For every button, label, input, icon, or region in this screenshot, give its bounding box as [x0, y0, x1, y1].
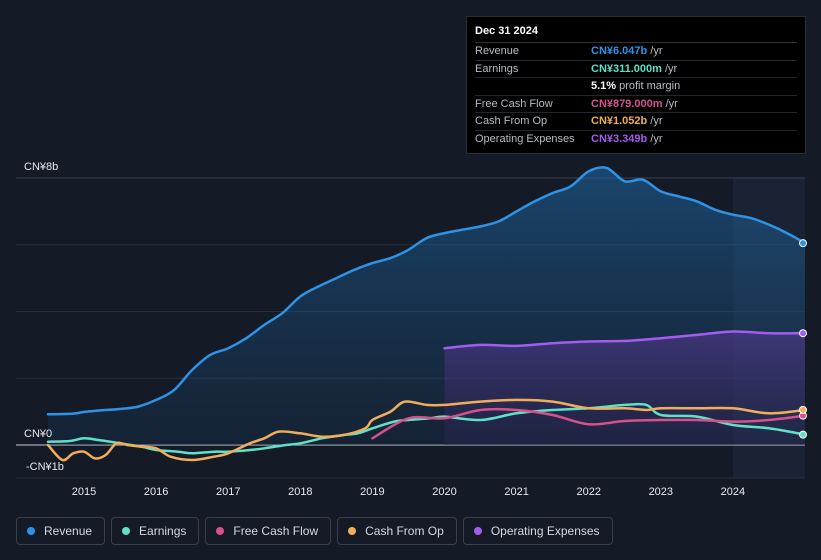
legend-dot-icon [216, 527, 225, 535]
chart-legend: Revenue Earnings Free Cash Flow Cash From O… [16, 517, 613, 545]
endpoint-operating-expenses [799, 329, 807, 338]
tooltip-date: Dec 31 2024 [475, 25, 797, 43]
legend-label: Operating Expenses [490, 524, 600, 538]
tooltip-label: Earnings [475, 62, 519, 75]
tooltip-unit: /yr [650, 115, 663, 128]
tooltip-label: Operating Expenses [475, 132, 575, 145]
tooltip-value: CN¥879.000m [591, 97, 663, 110]
legend-label: Free Cash Flow [233, 524, 319, 538]
legend-label: Cash From Op [365, 524, 444, 538]
legend-dot-icon [348, 527, 357, 535]
y-tick-label: -CN¥1b [26, 461, 64, 473]
endpoint-earnings [799, 430, 807, 439]
tooltip-row: Cash From Op CN¥1.052b/yr [475, 113, 797, 131]
legend-item-revenue[interactable]: Revenue [16, 517, 106, 545]
y-tick-label: CN¥0 [24, 428, 52, 440]
x-tick-label: 2016 [144, 486, 168, 498]
tooltip-row: 5.1% profit margin [475, 78, 797, 96]
legend-dot-icon [473, 527, 482, 535]
tooltip-unit: /yr [650, 45, 663, 58]
legend-item-operating-expenses[interactable]: Operating Expenses [462, 517, 613, 545]
legend-label: Earnings [139, 524, 187, 538]
line-operating-expenses [443, 330, 807, 350]
legend-dot-icon [122, 527, 131, 535]
tooltip-label: Free Cash Flow [475, 97, 553, 110]
legend-item-cash-from-op[interactable]: Cash From Op [337, 517, 457, 545]
tooltip-row: Free Cash Flow CN¥879.000m/yr [475, 96, 797, 113]
endpoint-revenue [799, 239, 807, 248]
x-tick-label: 2022 [576, 486, 600, 498]
tooltip-label: Cash From Op [475, 115, 548, 128]
tooltip-value: CN¥1.052b [591, 115, 648, 128]
legend-item-earnings[interactable]: Earnings [111, 517, 200, 545]
x-tick-label: 2021 [504, 486, 528, 498]
tooltip-unit: /yr [664, 62, 678, 75]
tooltip-value: CN¥3.349b [591, 132, 648, 145]
tooltip-row: Earnings CN¥311.000m/yr [475, 61, 797, 78]
tooltip-row: Operating Expenses CN¥3.349b/yr [475, 131, 797, 148]
endpoint-cash-from-op [799, 405, 807, 414]
tooltip-value: 5.1% [591, 80, 617, 93]
line-revenue [46, 166, 807, 416]
x-tick-label: 2017 [216, 486, 240, 498]
tooltip-label: Revenue [475, 45, 520, 58]
tooltip-unit: /yr [665, 97, 678, 110]
tooltip-unit: profit margin [619, 80, 681, 93]
line-cash-from-op [46, 398, 807, 462]
tooltip-value: CN¥311.000m [591, 62, 662, 75]
x-tick-label: 2020 [432, 486, 456, 498]
legend-label: Revenue [44, 524, 93, 538]
legend-item-free-cash-flow[interactable]: Free Cash Flow [205, 517, 332, 545]
tooltip-value: CN¥6.047b [591, 45, 648, 58]
x-tick-label: 2019 [360, 486, 384, 498]
tooltip-row: Revenue CN¥6.047b/yr [475, 43, 797, 61]
line-free-cash-flow [371, 407, 807, 440]
legend-dot-icon [27, 527, 35, 535]
tooltip-unit: /yr [650, 132, 663, 145]
x-tick-label: 2015 [72, 486, 96, 498]
area-operating-expenses [444, 331, 805, 445]
x-tick-label: 2023 [649, 486, 673, 498]
data-tooltip: Dec 31 2024 Revenue CN¥6.047b/yr Earnings C… [466, 16, 806, 154]
x-tick-label: 2018 [288, 486, 312, 498]
y-tick-label: CN¥8b [24, 161, 58, 173]
x-tick-label: 2024 [721, 486, 745, 498]
